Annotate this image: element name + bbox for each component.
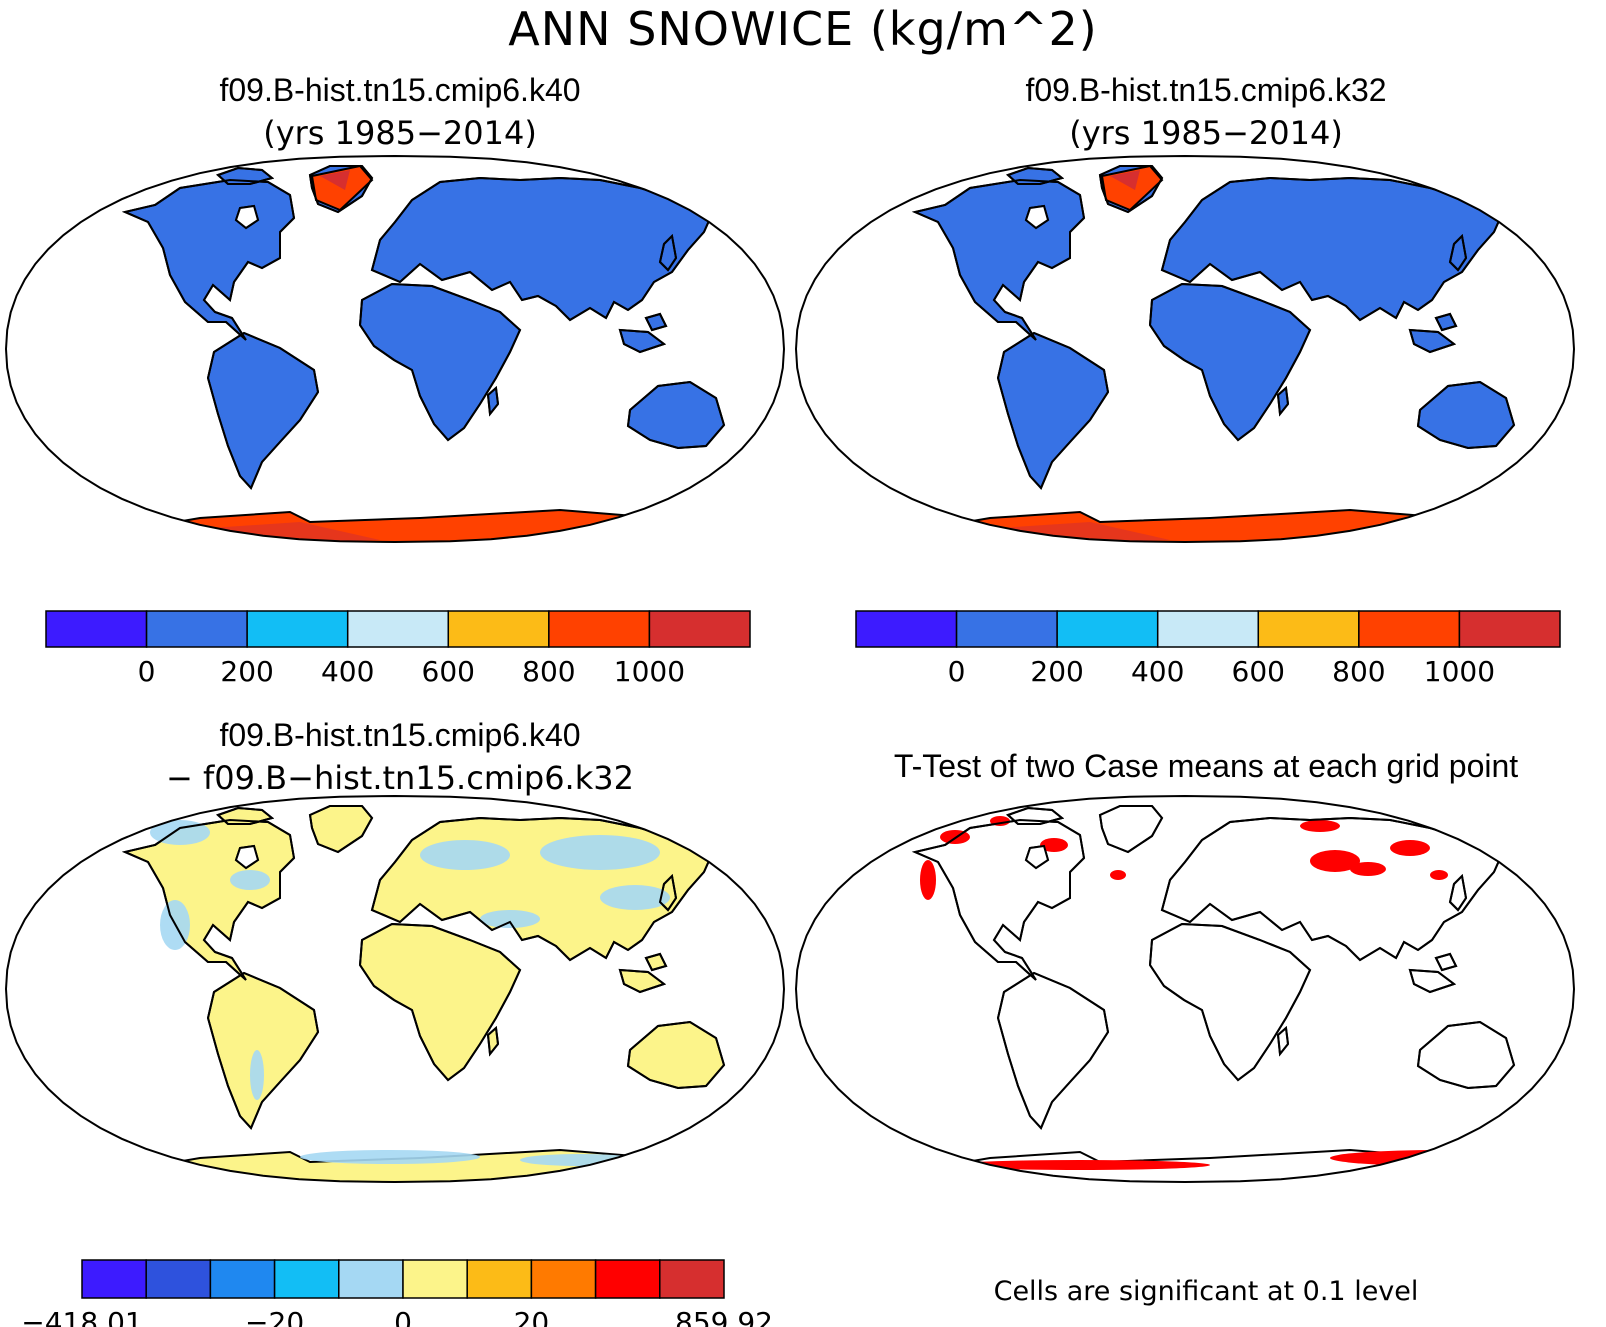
colorbar-label: 1000 [614,655,685,688]
colorbar-swatch-8 [594,1259,661,1299]
colorbar-label: 859.92 [675,1306,773,1327]
colorbar-swatch-4 [1257,610,1360,648]
significant-cells-11 [1330,1150,1550,1166]
map-panel-3 [4,794,786,1184]
colorbar-label: −418.01 [21,1306,142,1327]
colorbar-swatch-2 [1056,610,1159,648]
cold-anomaly-7 [250,1050,264,1100]
colorbar-label: 200 [1030,655,1083,688]
cold-anomaly-1 [230,870,270,890]
colorbar-swatch-3 [273,1259,340,1299]
map-panel-4 [794,794,1576,1184]
significant-cells-7 [1390,840,1430,856]
colorbar-label: 600 [1232,655,1285,688]
map-outline [4,154,786,544]
colorbar-label: 1000 [1424,655,1495,688]
map-outline [794,794,1576,1184]
cold-anomaly-3 [540,835,660,870]
colorbar-label: 20 [514,1306,550,1327]
colorbar-swatch-1 [145,610,248,648]
colorbar-swatch-6 [648,610,751,648]
colorbar-label: 0 [948,655,966,688]
map-outline [794,154,1576,544]
significant-cells-4 [1300,820,1340,832]
colorbar-swatch-3 [1156,610,1260,648]
colorbar-label: 0 [394,1306,412,1327]
greenland-ice-core [1110,170,1140,190]
significant-cells-5 [1310,850,1360,872]
colorbar-swatch-0 [855,610,958,648]
colorbar-swatch-4 [338,1259,404,1299]
colorbar-swatch-9 [659,1259,725,1299]
cold-anomaly-5 [480,910,540,928]
map-panel-1 [4,154,786,544]
panel2-title: f09.B-hist.tn15.cmip6.k32 [1025,72,1387,108]
panel3-title: f09.B-hist.tn15.cmip6.k40 [219,717,581,753]
significant-cells-6 [1350,862,1386,876]
colorbar-panel3: −418.01 −20 0 20 859.92 [21,1259,773,1327]
significant-cells-2 [1040,838,1068,852]
colorbar-swatch-5 [1358,610,1461,648]
ttest-note: Cells are significant at 0.1 level [993,1276,1419,1307]
colorbar-label: 200 [220,655,273,688]
colorbar-swatch-2 [246,610,349,648]
colorbar-swatch-1 [145,1259,212,1299]
cold-anomaly-4 [600,885,670,910]
significant-cells-10 [950,1160,1210,1170]
map-panel-2 [794,154,1576,544]
colorbar-label: 800 [1332,655,1385,688]
panel4-title: T-Test of two Case means at each grid po… [893,748,1519,784]
colorbar-label: 600 [422,655,475,688]
colorbar-swatch-3 [346,610,450,648]
colorbar-swatch-2 [209,1259,276,1299]
colorbar-panel2: 0 200 400 600 800 1000 [855,610,1561,688]
cold-anomaly-8 [300,1150,480,1164]
map-outline [4,794,786,1184]
colorbar-label: 400 [321,655,374,688]
greenland-ice-core [320,170,350,190]
panel1-title: f09.B-hist.tn15.cmip6.k40 [219,72,581,108]
colorbar-swatch-6 [1458,610,1561,648]
colorbar-swatch-1 [955,610,1058,648]
panel1-subtitle: (yrs 1985−2014) [263,114,537,152]
colorbar-panel1: 0 200 400 600 800 1000 [45,610,751,688]
colorbar-swatch-5 [548,610,651,648]
colorbar-swatch-7 [530,1259,597,1299]
colorbar-label: −20 [245,1306,304,1327]
significant-cells-8 [1430,870,1448,880]
colorbar-swatch-0 [81,1259,147,1299]
colorbar-swatch-4 [447,610,550,648]
colorbar-swatch-0 [45,610,148,648]
colorbar-swatch-6 [466,1259,533,1299]
panel3-subtitle: − f09.B−hist.tn15.cmip6.k32 [166,759,634,797]
colorbar-label: 0 [138,655,156,688]
colorbar-label: 800 [522,655,575,688]
panel2-subtitle: (yrs 1985−2014) [1069,114,1343,152]
significant-cells-9 [1110,870,1126,880]
significant-cells-3 [920,860,936,900]
colorbar-label: 400 [1131,655,1184,688]
cold-anomaly-2 [420,840,510,870]
colorbar-swatch-5 [402,1259,468,1299]
figure-title: ANN SNOWICE (kg/m^2) [508,2,1098,56]
